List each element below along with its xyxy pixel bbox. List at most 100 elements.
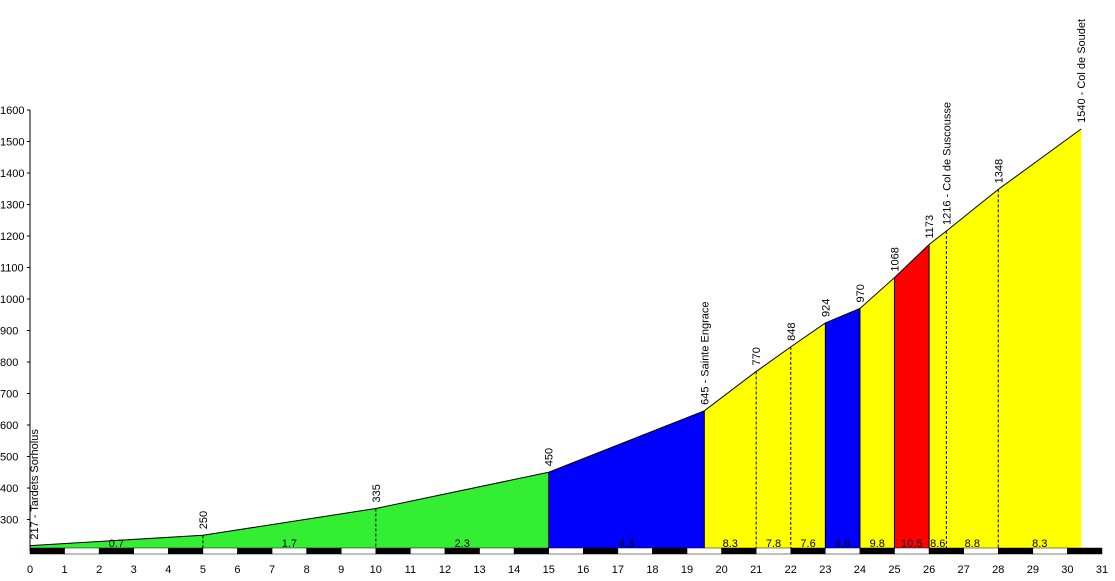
x-scale-strip [479,547,515,555]
x-tick-label: 8 [304,564,310,576]
x-scale-strip [548,547,584,555]
point-label: 450 [544,448,556,466]
x-tick-label: 22 [785,564,797,576]
x-scale-strip [410,547,446,555]
segment [894,244,930,551]
x-scale-strip [859,547,895,555]
point-label: 924 [820,299,832,317]
x-scale-strip [271,547,307,555]
grade-label: 8.3 [723,538,738,550]
x-tick-label: 14 [508,564,520,576]
x-scale-strip [825,547,861,555]
x-tick-label: 27 [958,564,970,576]
y-tick-label: 300 [0,515,18,527]
point-label: 645 - Sainte Engrace [699,301,711,404]
x-scale-strip [686,547,722,555]
x-scale-strip [894,547,930,555]
y-tick-label: 1200 [0,231,24,243]
point-label: 1173 [924,215,936,239]
grade-label: 2.3 [455,538,470,550]
x-scale-strip [444,547,480,555]
grade-label: 7.8 [766,538,781,550]
x-tick-label: 31 [1096,564,1108,576]
grade-label: 1.7 [282,538,297,550]
x-tick-label: 0 [27,564,33,576]
segment [859,277,895,551]
point-label: 1068 [890,247,902,271]
profile-line [29,128,1082,547]
grade-label: 4.6 [835,538,850,550]
grade-label: 9.8 [870,538,885,550]
x-scale-strip [1067,547,1103,555]
x-tick-label: 17 [612,564,624,576]
y-tick-label: 1500 [0,137,24,149]
x-scale-strip [237,547,273,555]
x-tick-label: 7 [269,564,275,576]
x-tick-label: 28 [992,564,1004,576]
segment [790,322,826,551]
x-tick-label: 23 [819,564,831,576]
x-tick-label: 10 [370,564,382,576]
x-scale-strip [168,547,204,555]
segment [30,535,203,551]
x-tick-label: 19 [681,564,693,576]
x-scale-strip [306,547,342,555]
x-scale-strip [133,547,169,555]
segment [998,128,1082,551]
x-tick-label: 15 [543,564,555,576]
x-scale-strip [64,547,100,555]
y-tick-label: 800 [0,357,18,369]
x-scale-strip [375,547,411,555]
x-scale-strip [928,547,964,555]
x-tick-label: 16 [577,564,589,576]
y-tick-label: 1400 [0,168,24,180]
x-tick-label: 21 [750,564,762,576]
point-label: 848 [786,323,798,341]
x-tick-label: 29 [1027,564,1039,576]
segment [825,308,860,551]
x-scale-strip [340,547,377,555]
x-scale-strip [998,547,1034,555]
x-tick-label: 4 [165,564,171,576]
x-tick-label: 30 [1061,564,1073,576]
x-scale-strip [617,547,653,555]
segment [946,189,999,551]
x-scale-strip [583,547,619,555]
x-scale-strip [98,547,134,555]
segment [704,371,757,551]
point-label: 1216 - Col de Suscousse [941,102,953,225]
x-scale-strip [963,547,999,555]
y-tick-label: 400 [0,483,18,495]
x-tick-label: 1 [62,564,68,576]
y-tick-label: 1100 [0,263,24,275]
x-tick-label: 18 [646,564,658,576]
point-label: 335 [371,484,383,502]
grade-label: 8.6 [930,538,945,550]
segment [375,472,549,551]
x-tick-label: 6 [234,564,240,576]
grade-label: 8.8 [965,538,980,550]
x-tick-label: 5 [200,564,206,576]
point-label: 1348 [993,159,1005,183]
y-tick-label: 700 [0,389,18,401]
x-scale-strip [202,547,238,555]
x-scale-strip [790,547,826,555]
y-tick-label: 600 [0,420,18,432]
x-scale-strip [1032,547,1068,555]
x-scale-strip [513,547,549,555]
x-tick-label: 25 [888,564,900,576]
segment [202,508,376,551]
y-tick-label: 1600 [0,105,24,117]
grade-label: 10.5 [901,538,922,550]
y-tick-label: 1300 [0,200,24,212]
segment [756,346,791,551]
y-tick-label: 500 [0,452,18,464]
y-tick-label: 1000 [0,294,24,306]
point-label: 250 [198,511,210,529]
grade-label: 8.3 [1032,538,1047,550]
x-tick-label: 12 [439,564,451,576]
x-scale-strip [721,547,757,555]
x-tick-label: 3 [131,564,137,576]
point-label: 217 - Tardets Sorholus [29,429,41,540]
